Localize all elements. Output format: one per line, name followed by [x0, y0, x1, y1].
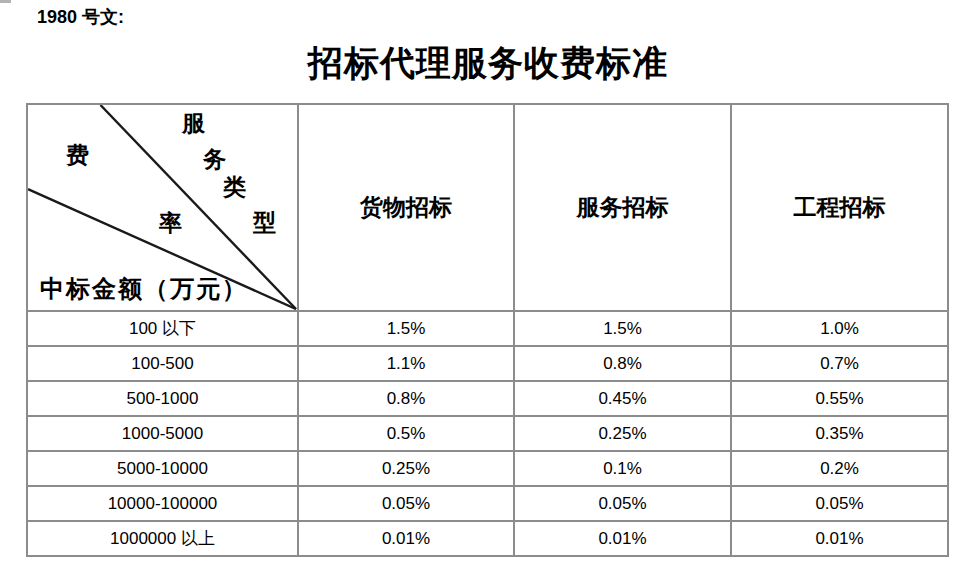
rate-value-cell: 0.45% [514, 381, 731, 416]
amount-range-cell: 10000-100000 [27, 486, 298, 521]
table-row: 10000-1000000.05%0.05%0.05% [27, 486, 948, 521]
diagonal-header-cell: 服 务 类 型 费 率 中标金额（万元） [27, 104, 298, 311]
diagonal-label-service-type-char-1: 服 [182, 112, 205, 135]
amount-range-cell: 5000-10000 [27, 451, 298, 486]
rate-value-cell: 0.05% [298, 486, 514, 521]
table-row: 1000-50000.5%0.25%0.35% [27, 416, 948, 451]
table-body: 100 以下1.5%1.5%1.0%100-5001.1%0.8%0.7%500… [27, 311, 948, 556]
amount-range-cell: 1000000 以上 [27, 521, 298, 556]
column-header-goods-bidding: 货物招标 [298, 104, 514, 311]
table-row: 500-10000.8%0.45%0.55% [27, 381, 948, 416]
table-row: 100-5001.1%0.8%0.7% [27, 346, 948, 381]
rate-value-cell: 0.01% [731, 521, 948, 556]
document-page: 1980 号文: 招标代理服务收费标准 服 务 类 型 费 [0, 0, 976, 581]
table-header-row: 服 务 类 型 费 率 中标金额（万元） 货物招标 服务招标 工程招标 [27, 104, 948, 311]
rate-value-cell: 0.5% [298, 416, 514, 451]
rate-value-cell: 0.55% [731, 381, 948, 416]
rate-value-cell: 0.7% [731, 346, 948, 381]
amount-range-cell: 100-500 [27, 346, 298, 381]
rate-value-cell: 0.1% [514, 451, 731, 486]
diagonal-label-rate-char-1: 费 [66, 144, 89, 167]
doc-number-label: 1980 号文: [37, 6, 124, 28]
fee-table: 服 务 类 型 费 率 中标金额（万元） 货物招标 服务招标 工程招标 100 … [26, 103, 949, 557]
diagonal-label-service-type-char-2: 务 [203, 148, 226, 171]
amount-range-cell: 500-1000 [27, 381, 298, 416]
rate-value-cell: 0.05% [514, 486, 731, 521]
amount-range-cell: 1000-5000 [27, 416, 298, 451]
column-header-service-bidding: 服务招标 [514, 104, 731, 311]
screenshot-edge-artifact [0, 0, 11, 3]
column-header-engineering-bidding: 工程招标 [731, 104, 948, 311]
rate-value-cell: 0.2% [731, 451, 948, 486]
amount-axis-label: 中标金额（万元） [40, 276, 248, 302]
rate-value-cell: 1.5% [514, 311, 731, 346]
rate-value-cell: 0.35% [731, 416, 948, 451]
rate-value-cell: 0.25% [298, 451, 514, 486]
rate-value-cell: 1.1% [298, 346, 514, 381]
rate-value-cell: 0.25% [514, 416, 731, 451]
page-title: 招标代理服务收费标准 [0, 44, 976, 84]
rate-value-cell: 0.8% [298, 381, 514, 416]
rate-value-cell: 0.05% [731, 486, 948, 521]
rate-value-cell: 0.01% [514, 521, 731, 556]
diagonal-label-rate-char-2: 率 [159, 212, 182, 235]
table-row: 1000000 以上0.01%0.01%0.01% [27, 521, 948, 556]
diagonal-label-service-type-char-3: 类 [223, 176, 246, 199]
table-row: 5000-100000.25%0.1%0.2% [27, 451, 948, 486]
rate-value-cell: 0.8% [514, 346, 731, 381]
rate-value-cell: 0.01% [298, 521, 514, 556]
rate-value-cell: 1.0% [731, 311, 948, 346]
amount-range-cell: 100 以下 [27, 311, 298, 346]
diagonal-label-service-type-char-4: 型 [253, 211, 276, 234]
table-row: 100 以下1.5%1.5%1.0% [27, 311, 948, 346]
rate-value-cell: 1.5% [298, 311, 514, 346]
